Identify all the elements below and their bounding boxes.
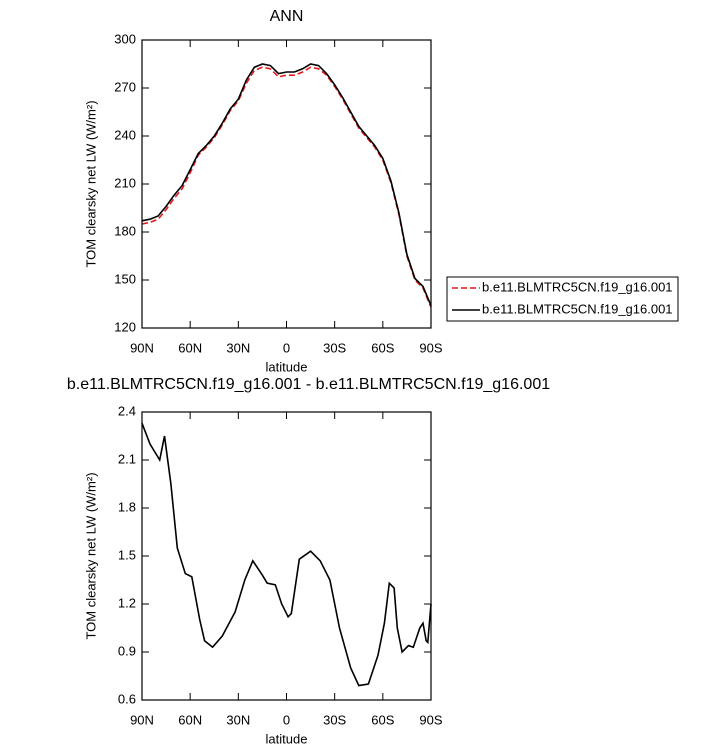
plot-frame bbox=[141, 411, 432, 701]
legend-label: b.e11.BLMTRC5CN.f19_g16.001 bbox=[482, 301, 673, 316]
y-tick-label: 270 bbox=[114, 79, 136, 94]
chart-title: ANN bbox=[270, 8, 304, 25]
y-axis-label: TOM clearsky net LW (W/m²) bbox=[83, 472, 98, 639]
x-tick-label: 30N bbox=[226, 340, 250, 355]
data-line bbox=[141, 63, 432, 306]
data-line bbox=[141, 66, 432, 308]
x-tick-label: 0 bbox=[283, 340, 290, 355]
y-tick-label: 0.6 bbox=[118, 691, 136, 706]
chart-title: b.e11.BLMTRC5CN.f19_g16.001 - b.e11.BLMT… bbox=[67, 376, 550, 393]
y-axis-label: TOM clearsky net LW (W/m²) bbox=[83, 100, 98, 267]
legend-label: b.e11.BLMTRC5CN.f19_g16.001 bbox=[482, 279, 673, 294]
x-tick-label: 60N bbox=[178, 340, 202, 355]
y-tick-label: 1.8 bbox=[118, 499, 136, 514]
x-tick-label: 30N bbox=[226, 712, 250, 727]
x-tick-label: 60N bbox=[178, 712, 202, 727]
y-tick-label: 120 bbox=[114, 319, 136, 334]
y-tick-label: 240 bbox=[114, 127, 136, 142]
y-tick-label: 0.9 bbox=[118, 643, 136, 658]
data-line bbox=[141, 422, 432, 687]
x-tick-label: 30S bbox=[323, 340, 346, 355]
y-tick-label: 150 bbox=[114, 271, 136, 286]
y-tick-label: 210 bbox=[114, 175, 136, 190]
legend-box bbox=[446, 276, 679, 322]
y-tick-label: 2.1 bbox=[118, 451, 136, 466]
y-tick-label: 1.5 bbox=[118, 547, 136, 562]
y-tick-label: 1.2 bbox=[118, 595, 136, 610]
x-tick-label: 30S bbox=[323, 712, 346, 727]
x-tick-label: 60S bbox=[371, 712, 394, 727]
x-tick-label: 90N bbox=[130, 340, 154, 355]
y-tick-label: 2.4 bbox=[118, 403, 136, 418]
y-tick-label: 300 bbox=[114, 31, 136, 46]
x-tick-label: 90S bbox=[419, 712, 442, 727]
x-tick-label: 0 bbox=[283, 712, 290, 727]
x-tick-label: 60S bbox=[371, 340, 394, 355]
plot-frame bbox=[141, 39, 432, 329]
x-axis-label: latitude bbox=[266, 359, 308, 374]
x-axis-label: latitude bbox=[266, 731, 308, 746]
y-tick-label: 180 bbox=[114, 223, 136, 238]
legend: b.e11.BLMTRC5CN.f19_g16.001 b.e11.BLMTRC5… bbox=[446, 276, 679, 322]
x-tick-label: 90S bbox=[419, 340, 442, 355]
x-tick-label: 90N bbox=[130, 712, 154, 727]
